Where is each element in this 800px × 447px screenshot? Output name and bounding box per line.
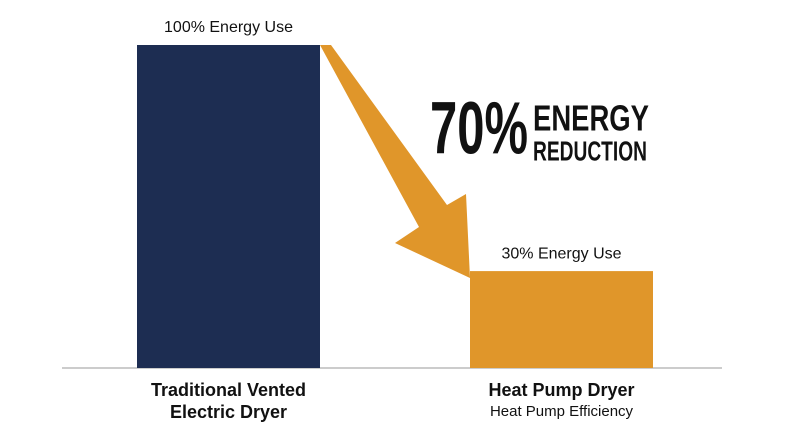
annotation-value: 70%	[430, 87, 528, 170]
annotation-line: ENERGY	[533, 98, 649, 139]
bar	[470, 271, 653, 368]
category-label: Heat Pump Dryer	[488, 380, 635, 400]
category-label: Traditional Vented Electric Dryer	[150, 380, 307, 422]
value-label: 30% Energy Use	[501, 245, 621, 262]
value-label: 100% Energy Use	[164, 19, 293, 36]
category-subtitle: Heat Pump Efficiency	[489, 403, 634, 420]
arrow	[320, 45, 470, 278]
bar	[137, 45, 320, 368]
annotation-line: REDUCTION	[533, 135, 647, 166]
